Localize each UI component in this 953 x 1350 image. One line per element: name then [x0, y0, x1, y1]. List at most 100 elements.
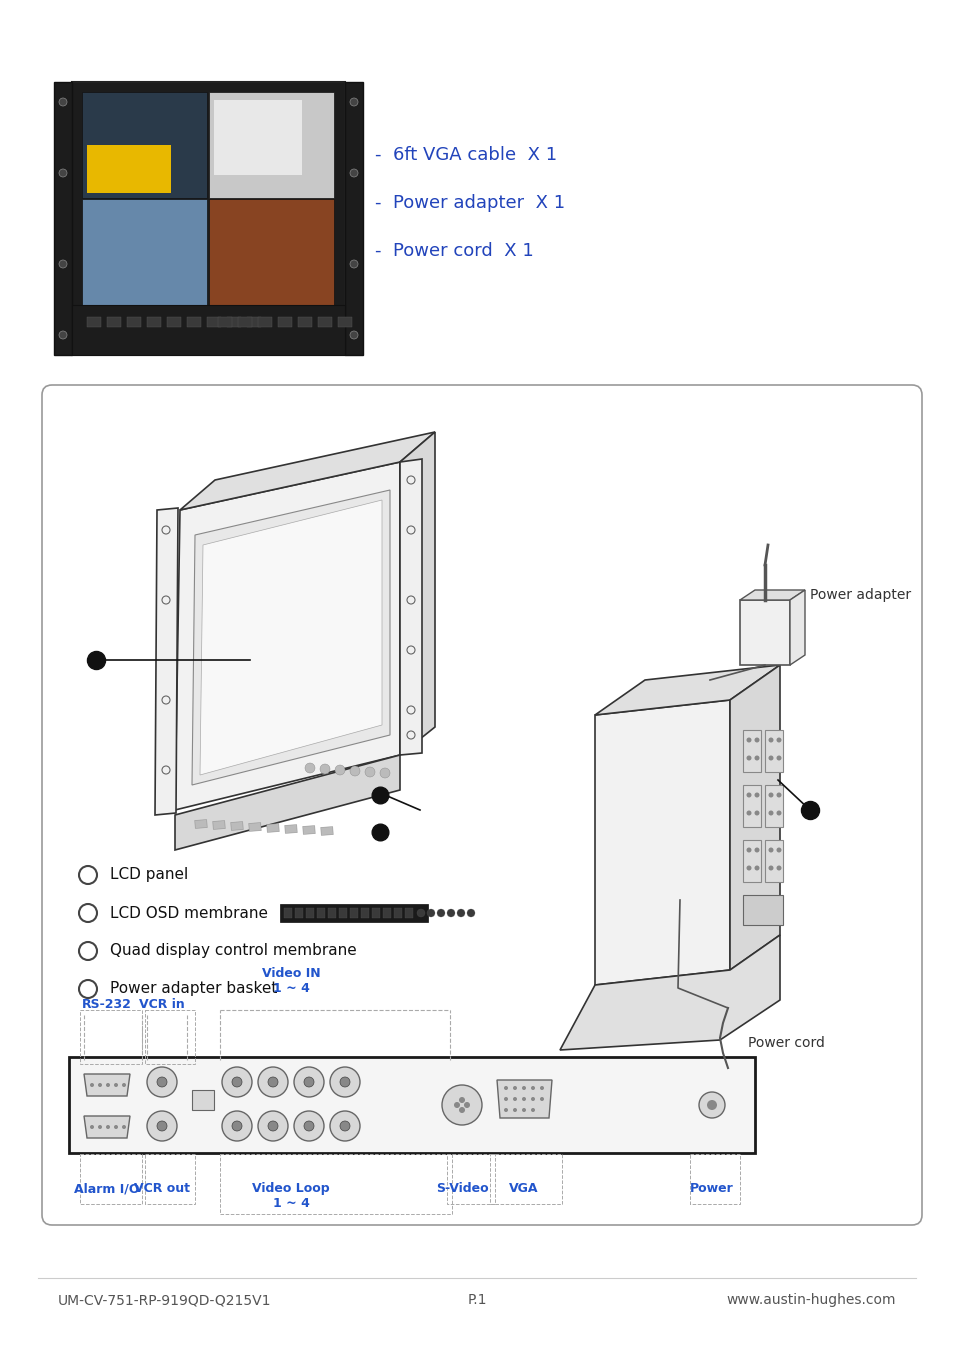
Bar — [227, 317, 241, 327]
Bar — [167, 317, 181, 327]
Text: S-Video: S-Video — [436, 1183, 488, 1195]
Circle shape — [330, 1111, 359, 1141]
Text: UM-CV-751-RP-919QD-Q215V1: UM-CV-751-RP-919QD-Q215V1 — [58, 1293, 272, 1307]
Circle shape — [754, 848, 759, 852]
Circle shape — [379, 768, 390, 778]
Polygon shape — [789, 590, 804, 666]
Circle shape — [754, 737, 759, 742]
Circle shape — [503, 1108, 507, 1112]
Bar — [145, 1154, 194, 1204]
Circle shape — [768, 792, 773, 798]
Bar — [231, 822, 243, 830]
Circle shape — [513, 1108, 517, 1112]
Text: P.1: P.1 — [467, 1293, 486, 1307]
Bar — [237, 317, 252, 327]
Circle shape — [304, 1077, 314, 1087]
Circle shape — [776, 756, 781, 760]
Bar — [80, 1154, 142, 1204]
Circle shape — [776, 865, 781, 871]
Text: Video Loop
1 ~ 4: Video Loop 1 ~ 4 — [252, 1183, 330, 1210]
Circle shape — [222, 1111, 252, 1141]
Bar — [82, 198, 207, 305]
Bar — [689, 1154, 740, 1204]
Circle shape — [768, 865, 773, 871]
Circle shape — [147, 1066, 177, 1098]
Circle shape — [745, 865, 751, 871]
Bar — [127, 317, 141, 327]
Circle shape — [531, 1085, 535, 1089]
Circle shape — [257, 1066, 288, 1098]
Bar — [249, 822, 261, 832]
Bar — [394, 909, 401, 918]
Bar — [284, 909, 292, 918]
Polygon shape — [559, 936, 780, 1050]
Text: Quad display control membrane: Quad display control membrane — [110, 944, 356, 958]
Circle shape — [106, 1083, 110, 1087]
Bar — [716, 1068, 740, 1085]
Bar — [82, 92, 207, 198]
FancyBboxPatch shape — [213, 100, 302, 176]
Circle shape — [122, 1125, 126, 1129]
Bar — [209, 198, 334, 305]
Bar — [87, 144, 171, 193]
Text: Power adapter basket: Power adapter basket — [110, 981, 277, 996]
Circle shape — [503, 1098, 507, 1102]
Circle shape — [745, 737, 751, 742]
Circle shape — [268, 1120, 277, 1131]
Bar — [382, 909, 391, 918]
Bar — [192, 1089, 213, 1110]
Polygon shape — [174, 462, 399, 810]
Text: Power: Power — [689, 1183, 733, 1195]
Bar — [71, 305, 345, 355]
Circle shape — [350, 169, 357, 177]
Polygon shape — [740, 590, 804, 599]
Bar — [257, 317, 272, 327]
Circle shape — [59, 261, 67, 269]
Circle shape — [745, 848, 751, 852]
Circle shape — [294, 1066, 324, 1098]
Circle shape — [147, 1111, 177, 1141]
Bar — [297, 317, 312, 327]
Circle shape — [458, 1107, 464, 1112]
Bar — [80, 1010, 142, 1064]
FancyBboxPatch shape — [42, 385, 921, 1224]
Circle shape — [503, 1085, 507, 1089]
Circle shape — [157, 1077, 167, 1087]
Bar — [360, 909, 369, 918]
Bar — [209, 92, 334, 198]
Polygon shape — [729, 666, 780, 971]
Polygon shape — [154, 508, 178, 815]
FancyBboxPatch shape — [71, 82, 345, 355]
Polygon shape — [595, 666, 780, 716]
Circle shape — [257, 1111, 288, 1141]
Circle shape — [59, 169, 67, 177]
Circle shape — [456, 909, 464, 917]
Bar — [742, 730, 760, 772]
Circle shape — [335, 765, 345, 775]
Bar — [320, 826, 333, 836]
Bar — [317, 317, 332, 327]
Polygon shape — [174, 755, 399, 850]
Circle shape — [122, 1083, 126, 1087]
Circle shape — [776, 848, 781, 852]
Bar — [764, 730, 782, 772]
Circle shape — [98, 1083, 102, 1087]
Circle shape — [521, 1098, 525, 1102]
Polygon shape — [200, 500, 381, 775]
Text: RS-232: RS-232 — [82, 999, 132, 1011]
Circle shape — [350, 765, 359, 776]
Circle shape — [768, 737, 773, 742]
Circle shape — [350, 99, 357, 107]
FancyBboxPatch shape — [69, 1057, 754, 1153]
Circle shape — [776, 792, 781, 798]
Bar — [328, 909, 335, 918]
Bar — [107, 317, 121, 327]
Circle shape — [407, 477, 415, 485]
Circle shape — [106, 1125, 110, 1129]
Circle shape — [539, 1085, 543, 1089]
Text: VCR out: VCR out — [133, 1183, 190, 1195]
Text: -  Power adapter  X 1: - Power adapter X 1 — [375, 194, 564, 212]
Polygon shape — [180, 432, 435, 510]
Bar — [742, 895, 782, 925]
Bar — [247, 317, 261, 327]
